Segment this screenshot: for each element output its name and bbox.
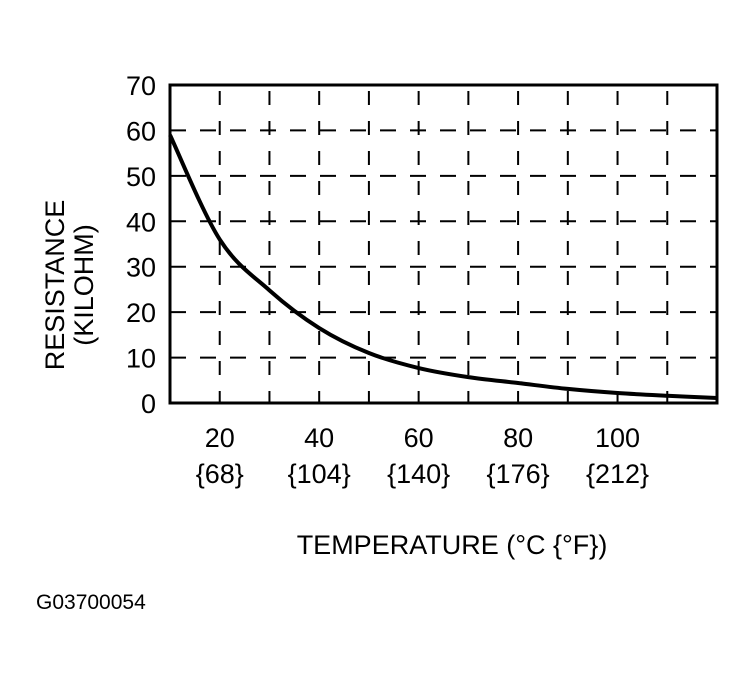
y-axis-label-line1: RESISTANCE bbox=[40, 200, 70, 371]
y-tick-labels: 0 10 20 30 40 50 60 70 bbox=[126, 71, 156, 419]
y-axis-label: RESISTANCE (KILOHM) bbox=[40, 200, 99, 371]
x-tick-label-fahrenheit: {68} bbox=[196, 459, 244, 489]
y-tick-label: 70 bbox=[126, 71, 156, 101]
x-tick-label-celsius: 80 bbox=[503, 423, 533, 453]
y-axis-label-line2: (KILOHM) bbox=[69, 224, 99, 346]
resistance-curve bbox=[168, 134, 718, 401]
x-tick-label-celsius: 20 bbox=[205, 423, 235, 453]
y-tick-label: 60 bbox=[126, 116, 156, 146]
y-tick-label: 20 bbox=[126, 298, 156, 328]
y-tick-label: 30 bbox=[126, 253, 156, 283]
x-tick-label-celsius: 60 bbox=[404, 423, 434, 453]
x-tick-label-celsius: 100 bbox=[595, 423, 640, 453]
y-tick-label: 0 bbox=[141, 389, 156, 419]
x-tick-label-celsius: 40 bbox=[304, 423, 334, 453]
y-tick-label: 40 bbox=[126, 207, 156, 237]
y-tick-label: 50 bbox=[126, 162, 156, 192]
x-tick-label-fahrenheit: {176} bbox=[487, 459, 550, 489]
x-axis-label: TEMPERATURE (°C {°F}) bbox=[297, 530, 608, 560]
x-tick-label-fahrenheit: {140} bbox=[387, 459, 450, 489]
plot-frame bbox=[168, 83, 719, 405]
grid bbox=[170, 85, 717, 403]
y-tick-label: 10 bbox=[126, 344, 156, 374]
figure-id: G03700054 bbox=[36, 591, 146, 614]
x-tick-label-fahrenheit: {104} bbox=[288, 459, 351, 489]
x-tick-label-fahrenheit: {212} bbox=[586, 459, 649, 489]
x-tick-labels: 20 {68} 40 {104} 60 {140} 80 {176} 100 {212} bbox=[196, 423, 649, 489]
